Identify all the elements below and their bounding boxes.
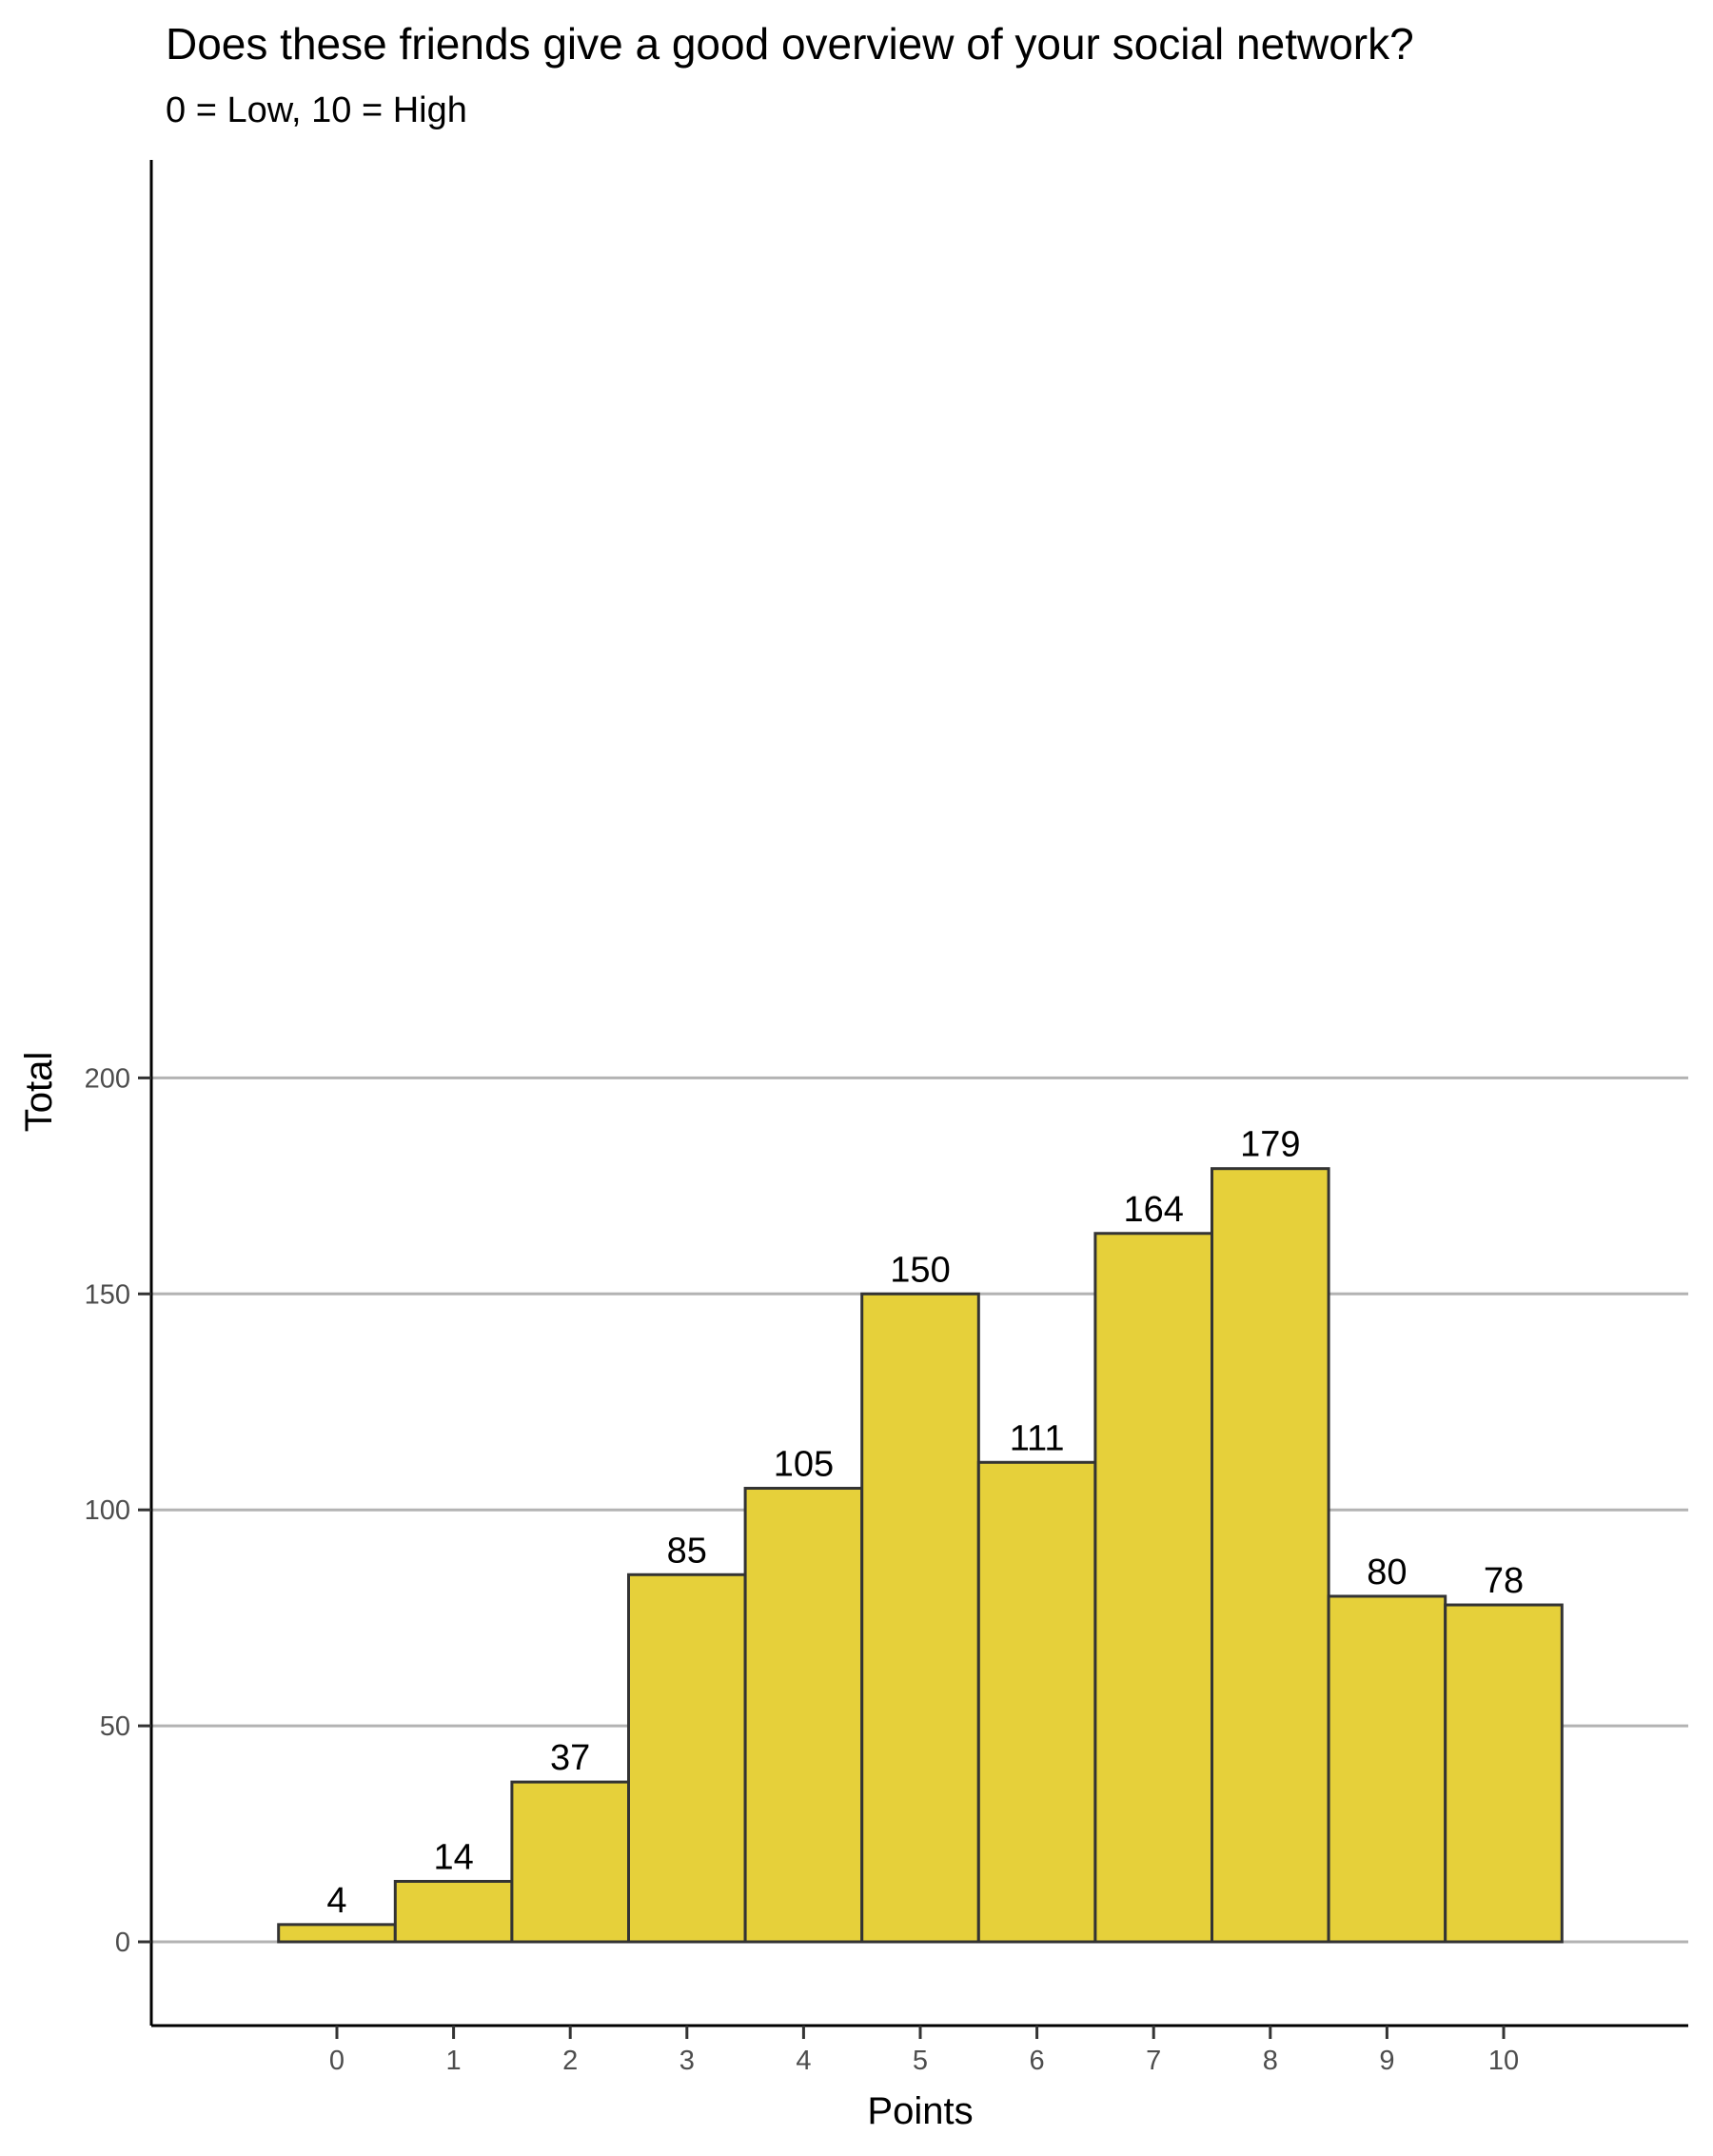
- bar-9: [1327, 1594, 1447, 1944]
- bars: [277, 1167, 1564, 1944]
- bar-7: [1093, 1232, 1214, 1944]
- chart-subtitle: 0 = Low, 10 = High: [166, 90, 467, 130]
- y-axis-ticks: 0 50 100 150 200: [85, 1063, 151, 1958]
- x-tick-label: 8: [1263, 2046, 1278, 2076]
- y-tick-label: 50: [100, 1711, 130, 1742]
- data-label-6: 111: [1010, 1418, 1065, 1458]
- bar-1: [393, 1879, 514, 1944]
- y-tick-label: 150: [85, 1279, 130, 1310]
- bar-4: [743, 1487, 864, 1944]
- data-label-2: 37: [550, 1738, 590, 1778]
- data-label-7: 164: [1123, 1190, 1183, 1230]
- y-axis-title: Total: [18, 1052, 60, 1133]
- bar-8: [1211, 1167, 1330, 1944]
- data-labels: 4 14 37 85 105 150 111 164 179 80 78: [326, 1125, 1524, 1921]
- data-label-1: 14: [433, 1837, 473, 1877]
- bar-2: [510, 1780, 631, 1944]
- bar-5: [860, 1292, 980, 1944]
- x-tick-label: 4: [796, 2046, 811, 2076]
- data-label-10: 78: [1484, 1561, 1524, 1601]
- data-label-4: 105: [774, 1445, 834, 1485]
- data-label-8: 179: [1240, 1125, 1300, 1165]
- bar-10: [1444, 1603, 1564, 1944]
- data-label-3: 85: [667, 1531, 707, 1571]
- y-tick-label: 200: [85, 1063, 130, 1094]
- x-axis-title: Points: [867, 2090, 973, 2132]
- bar-3: [627, 1572, 747, 1944]
- x-tick-label: 0: [329, 2046, 345, 2076]
- bar-0: [277, 1923, 397, 1944]
- x-tick-label: 1: [446, 2046, 462, 2076]
- x-tick-label: 6: [1030, 2046, 1045, 2076]
- x-tick-label: 2: [562, 2046, 578, 2076]
- bar-6: [976, 1460, 1097, 1944]
- chart-title: Does these friends give a good overview …: [166, 19, 1414, 69]
- x-tick-label: 7: [1146, 2046, 1161, 2076]
- x-tick-label: 5: [913, 2046, 928, 2076]
- data-label-5: 150: [890, 1250, 950, 1290]
- x-tick-label: 10: [1488, 2046, 1519, 2076]
- x-tick-label: 9: [1379, 2046, 1394, 2076]
- y-tick-label: 100: [85, 1495, 130, 1526]
- y-tick-label: 0: [115, 1928, 130, 1958]
- data-label-9: 80: [1367, 1553, 1407, 1592]
- data-label-0: 4: [326, 1881, 346, 1921]
- x-axis-ticks: 0 1 2 3 4 5 6 7 8 9 10: [329, 2026, 1519, 2076]
- x-tick-label: 3: [679, 2046, 695, 2076]
